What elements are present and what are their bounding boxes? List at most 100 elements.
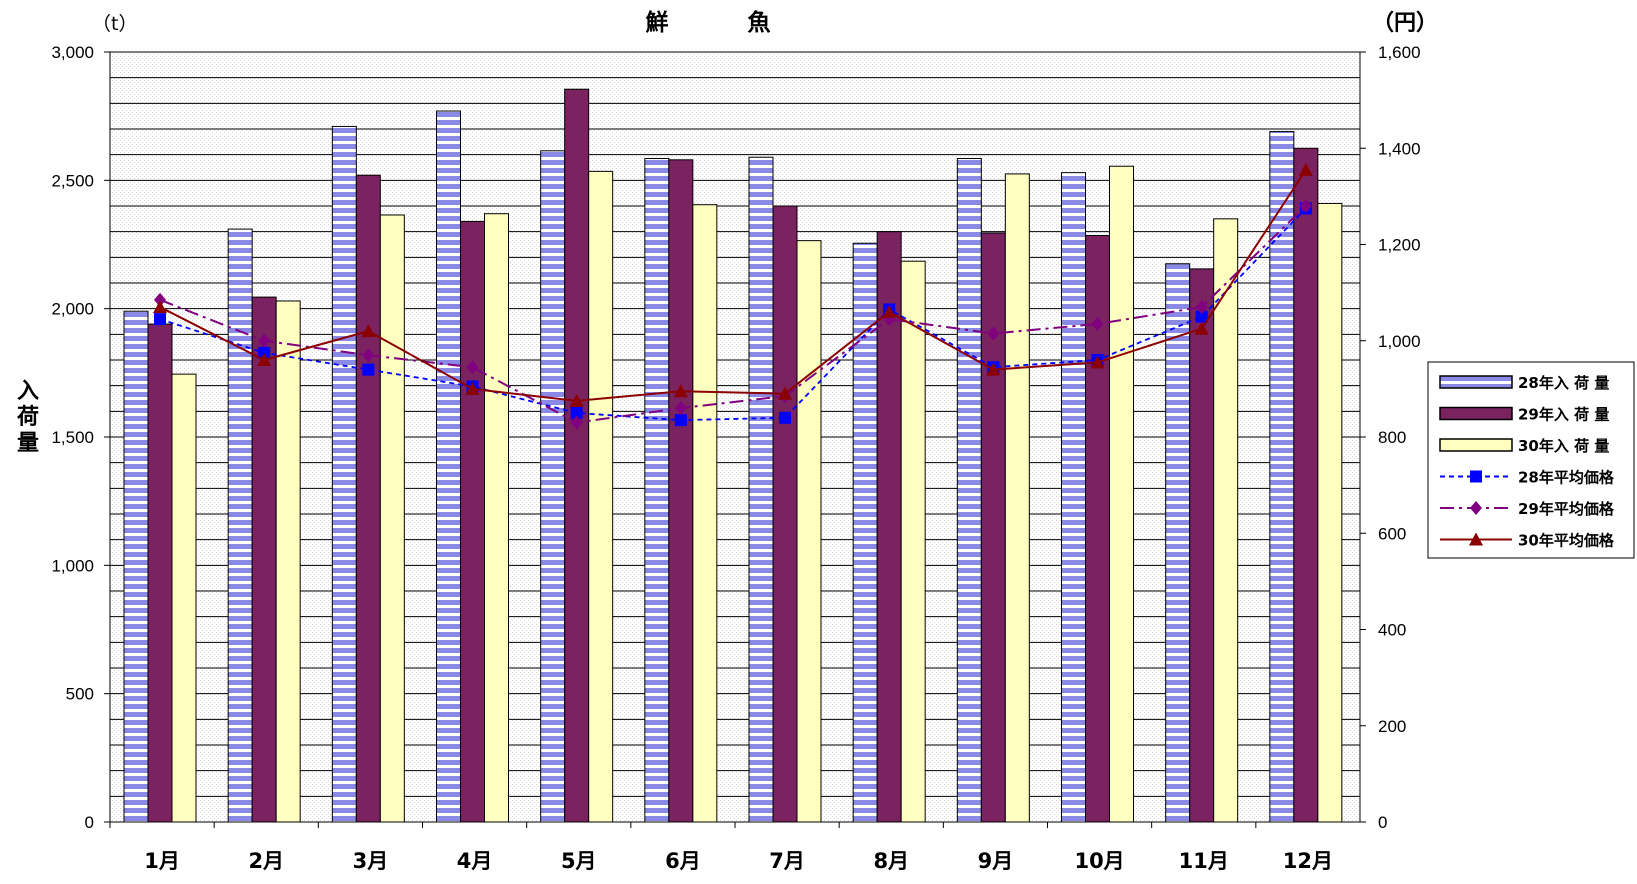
x-tick-label: 11月: [1179, 849, 1229, 873]
x-tick-label: 1月: [144, 849, 180, 873]
price-marker: [987, 326, 1000, 341]
price-marker: [258, 346, 271, 359]
x-tick-label: 12月: [1283, 849, 1333, 873]
price-lines: [153, 162, 1313, 430]
y-axis-unit: （t）: [92, 13, 137, 35]
price-marker: [1195, 300, 1208, 315]
x-tick-label: 5月: [561, 849, 597, 873]
price-marker: [570, 415, 583, 430]
price-marker: [153, 300, 167, 314]
y-axis-label: 入荷量: [17, 379, 39, 456]
legend-label: 29年入 荷 量: [1518, 406, 1609, 424]
bar: [956, 158, 982, 823]
price-marker: [1469, 532, 1483, 546]
x-tick-label: 9月: [978, 849, 1014, 873]
y2-axis-unit: （円）: [1372, 11, 1438, 36]
bar: [668, 159, 694, 823]
price-marker: [258, 333, 271, 348]
price-marker: [1299, 199, 1312, 213]
price-marker: [1091, 316, 1104, 331]
bar: [123, 310, 149, 823]
x-tick-label: 10月: [1074, 849, 1124, 873]
y-tick-label: 3,000: [51, 43, 94, 62]
bar: [251, 296, 277, 823]
y2-tick-label: 800: [1378, 428, 1406, 447]
y-axis-label-char: 量: [17, 431, 39, 456]
bar: [1189, 268, 1215, 823]
price-marker: [569, 393, 584, 407]
bar: [147, 323, 173, 823]
legend-swatch: [1439, 406, 1513, 421]
x-tick-label: 2月: [248, 849, 284, 873]
legend-label: 30年平均価格: [1518, 532, 1615, 550]
price-marker: [1090, 355, 1105, 369]
y-tick-label: 2,500: [51, 171, 94, 190]
price-marker: [362, 363, 375, 376]
price-marker: [673, 384, 688, 398]
price-marker: [362, 348, 375, 363]
price-marker: [1298, 162, 1313, 176]
y-tick-label: 500: [66, 685, 94, 704]
bar: [644, 158, 670, 823]
axes: 0 500 1,000 1,500 2,000 2,500 3,000 0 200 400 600 8…: [51, 43, 1420, 873]
price-marker: [465, 381, 480, 395]
bar: [460, 220, 485, 823]
y2-tick-label: 1,600: [1378, 43, 1421, 62]
bar: [540, 150, 566, 823]
legend-label: 28年平均価格: [1518, 469, 1615, 487]
bar: [1061, 172, 1086, 823]
y2-tick-label: 600: [1378, 524, 1406, 543]
price-marker: [778, 386, 792, 400]
bar: [1213, 218, 1239, 823]
price-marker: [882, 304, 897, 318]
gridlines: [110, 77, 1360, 797]
y-tick-label: 1,000: [51, 556, 94, 575]
y-tick-label: 1,500: [51, 428, 94, 447]
bar: [1293, 147, 1319, 823]
bar: [484, 213, 509, 823]
price-marker: [1194, 321, 1209, 335]
bar: [748, 156, 774, 823]
bar: [436, 110, 461, 823]
bar: [588, 170, 614, 823]
price-marker: [1470, 470, 1482, 483]
bar: [331, 125, 357, 823]
x-tick-label: 8月: [873, 849, 909, 873]
legend: 28年入 荷 量 29年入 荷 量 30年入 荷 量 28年平均価格 29年平均価格 30…: [1427, 361, 1635, 559]
bar: [379, 214, 405, 823]
y2-tick-label: 200: [1378, 717, 1406, 736]
bar: [564, 88, 590, 823]
bar: [1165, 263, 1191, 823]
legend-label: 29年平均価格: [1518, 500, 1615, 518]
bar: [900, 260, 926, 823]
price-marker: [674, 414, 687, 427]
y-axis-label-char: 入: [17, 379, 39, 404]
price-marker: [986, 362, 1001, 376]
x-tick-label: 6月: [665, 849, 701, 873]
legend-label: 30年入 荷 量: [1518, 437, 1609, 455]
price-marker: [1195, 310, 1208, 323]
bar: [171, 373, 197, 823]
bar: [1085, 235, 1110, 823]
x-tick-label: 3月: [353, 849, 389, 873]
price-marker: [570, 406, 583, 419]
bar: [227, 228, 253, 823]
bar: [1269, 131, 1295, 823]
legend-box: [1427, 361, 1635, 559]
price-marker: [257, 353, 272, 366]
price-line: [159, 205, 1307, 424]
y2-tick-label: 1,000: [1378, 332, 1421, 351]
bar: [980, 232, 1006, 823]
legend-swatch: [1439, 438, 1513, 452]
bar: [692, 204, 718, 823]
price-marker: [154, 313, 166, 326]
y-axis-label-char: 荷: [17, 405, 39, 430]
price-marker: [1470, 501, 1482, 515]
legend-swatch: [1439, 375, 1513, 389]
x-tick-label: 7月: [769, 849, 805, 873]
bar: [1317, 202, 1343, 823]
price-marker: [779, 411, 791, 424]
y2-tick-label: 1,200: [1378, 236, 1421, 255]
price-marker: [674, 401, 687, 416]
